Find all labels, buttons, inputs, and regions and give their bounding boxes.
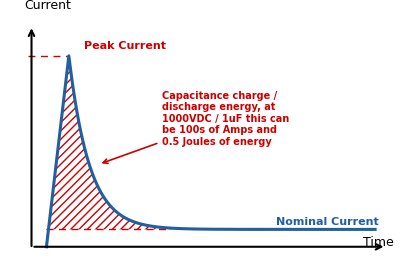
- Text: Time: Time: [362, 236, 393, 249]
- Text: Capacitance charge /
discharge energy, at
1000VDC / 1uF this can
be 100s of Amps: Capacitance charge / discharge energy, a…: [103, 90, 289, 163]
- Text: Peak Current: Peak Current: [83, 42, 165, 52]
- Text: Nominal Current: Nominal Current: [275, 217, 378, 227]
- Text: Current: Current: [24, 0, 71, 12]
